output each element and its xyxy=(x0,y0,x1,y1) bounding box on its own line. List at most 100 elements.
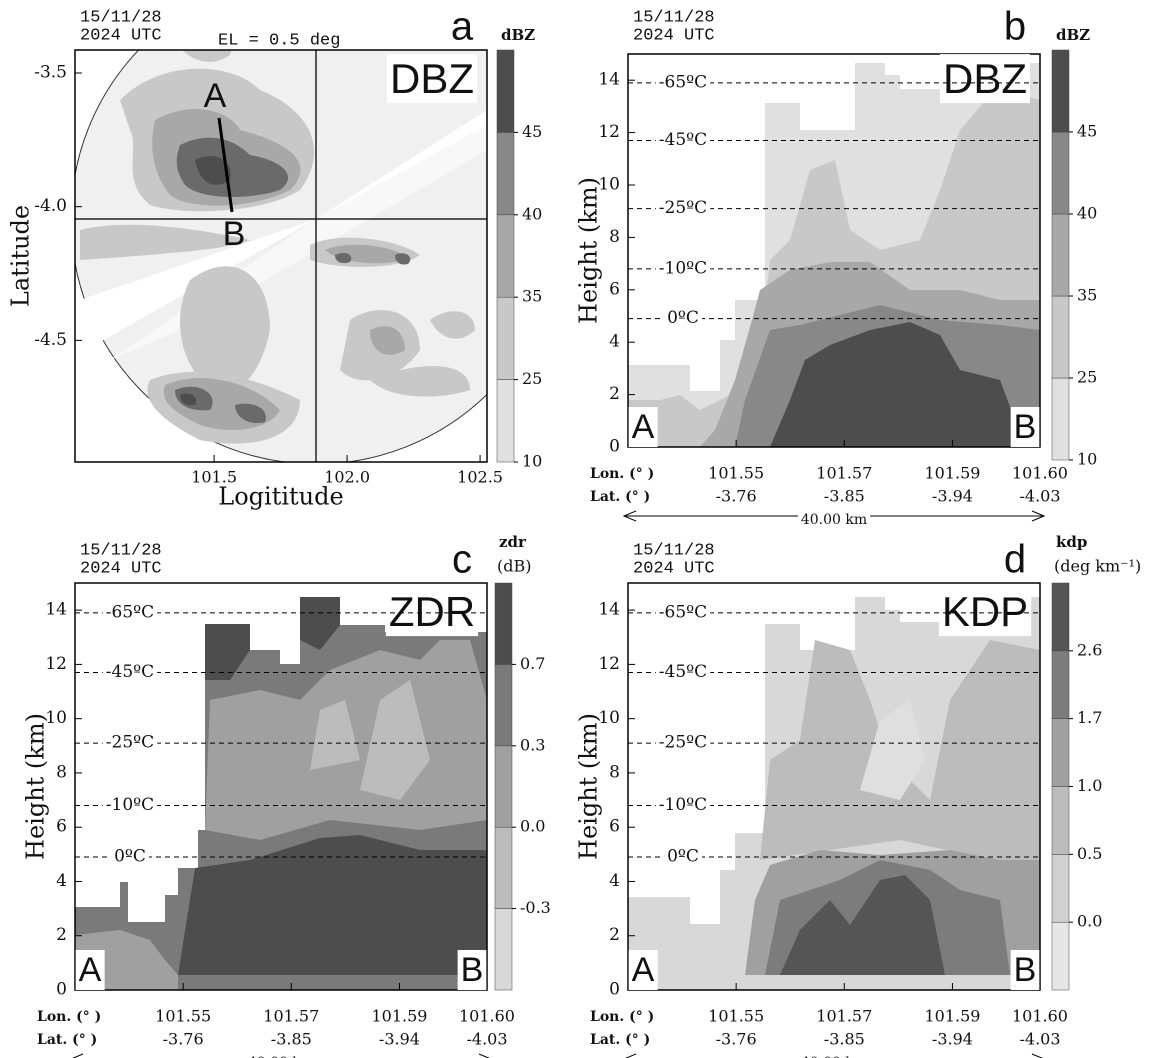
colorbar-label: 1.0 xyxy=(1077,776,1102,795)
date: 15/11/28 xyxy=(633,541,715,560)
ppi-field xyxy=(75,50,487,462)
panel-letter: d xyxy=(1004,538,1026,582)
time: 2024 UTC xyxy=(633,26,715,45)
section-start: A xyxy=(204,77,227,115)
x-tick-label: 101.55 xyxy=(708,464,764,483)
distance-box xyxy=(244,1054,318,1058)
field-name-box xyxy=(385,587,479,637)
colorbar-label: 35 xyxy=(1077,286,1097,305)
colorbar-band xyxy=(496,296,515,380)
lat-header: Lat. (° ) xyxy=(37,1032,97,1048)
y-axis-label: Height (km) xyxy=(22,713,50,860)
lon-header: Lon. (° ) xyxy=(590,1009,654,1025)
lat-label: -4.03 xyxy=(466,1030,507,1049)
y-tick-label: 12 xyxy=(45,654,67,674)
isotherm-label-box xyxy=(102,661,158,684)
date: 15/11/28 xyxy=(80,8,162,27)
y-tick-label: 6 xyxy=(56,817,67,837)
x-tick-label: 101.60 xyxy=(1012,1007,1068,1026)
colorbar-band xyxy=(1051,295,1070,379)
colorbar-label: 35 xyxy=(522,287,542,306)
y-tick-label: 12 xyxy=(598,122,620,142)
y-tick-label: 0 xyxy=(609,980,620,1000)
isotherm-label-box xyxy=(655,197,711,220)
y-tick-label: 2 xyxy=(609,925,620,945)
colorbar-band xyxy=(1051,49,1070,133)
isotherm-label: -25ºC xyxy=(659,198,707,218)
field-name: ZDR xyxy=(389,588,475,635)
isotherm-label: -45ºC xyxy=(659,130,707,150)
colorbar-band xyxy=(496,214,515,298)
x-tick-label: 101.60 xyxy=(459,1007,515,1026)
y-tick-label: 6 xyxy=(609,817,620,837)
y-tick-label: 12 xyxy=(598,654,620,674)
time: 2024 UTC xyxy=(80,559,162,578)
lat-label: -4.03 xyxy=(1019,487,1060,506)
colorbar-label: 40 xyxy=(522,204,542,223)
isotherm-label: -25ºC xyxy=(106,733,154,753)
isotherm-label-box xyxy=(655,601,711,624)
isotherm-label-box xyxy=(664,307,702,330)
lat-label: -3.94 xyxy=(932,1030,973,1049)
x-tick-label: 101.59 xyxy=(371,1007,427,1026)
section-end: B xyxy=(461,951,484,989)
isotherm-label-box xyxy=(102,731,158,754)
colorbar-band xyxy=(1051,377,1070,461)
plot-frame xyxy=(627,582,1041,991)
colorbar-band xyxy=(1051,854,1070,923)
section-end-box xyxy=(1010,406,1040,447)
panel-letter: a xyxy=(451,5,474,49)
isotherm-label-box xyxy=(655,71,711,94)
date: 15/11/28 xyxy=(80,541,162,560)
colorbar-band xyxy=(1051,650,1070,719)
isotherm-label-box xyxy=(655,257,711,280)
panel-letter: c xyxy=(452,538,472,582)
y-tick-label: -4.0 xyxy=(34,196,67,216)
isotherm-label: -10ºC xyxy=(106,795,154,815)
lat-label: -3.85 xyxy=(824,487,865,506)
y-tick-label: 10 xyxy=(45,708,67,728)
colorbar-band xyxy=(494,826,513,909)
x-tick-label: 101.59 xyxy=(924,464,980,483)
field-name-box xyxy=(940,54,1030,104)
lat-label: -3.85 xyxy=(271,1030,312,1049)
field-name-box xyxy=(938,587,1032,637)
section-end-box xyxy=(1010,949,1040,990)
colorbar-label: 10 xyxy=(522,452,542,471)
isotherm-label-box xyxy=(655,731,711,754)
isotherm-label-box xyxy=(655,128,711,151)
panel-letter: b xyxy=(1004,5,1026,49)
y-tick-label: -3.5 xyxy=(34,62,67,82)
arrow-head xyxy=(622,510,1046,522)
colorbar-unit: (dB) xyxy=(497,557,531,576)
colorbar-label: 0.7 xyxy=(520,654,545,673)
section-field xyxy=(628,63,1040,447)
colorbar-label: 40 xyxy=(1077,204,1097,223)
colorbar-label: 0.3 xyxy=(520,735,545,754)
isotherm-label: -65ºC xyxy=(659,602,707,622)
isotherm-label-box xyxy=(655,661,711,684)
colorbar-band xyxy=(494,908,513,991)
y-tick-label: 4 xyxy=(609,871,620,891)
x-tick-label: 102.0 xyxy=(324,468,370,487)
y-tick-label: 4 xyxy=(56,871,67,891)
elevation: EL = 0.5 deg xyxy=(218,31,340,50)
field-name: KDP xyxy=(942,588,1028,635)
section-field xyxy=(75,597,487,990)
colorbar-label: -0.3 xyxy=(520,898,551,917)
distance-box xyxy=(797,511,871,529)
colorbar-title: dBZ xyxy=(1056,26,1090,44)
x-tick-label: 101.55 xyxy=(155,1007,211,1026)
isotherm-label: -10ºC xyxy=(659,258,707,278)
lat-label: -3.76 xyxy=(716,487,757,506)
plot-frame xyxy=(74,582,488,991)
section-end: B xyxy=(1014,951,1037,989)
section-start-box xyxy=(628,406,658,447)
y-tick-label: 10 xyxy=(598,175,620,195)
colorbar-band xyxy=(494,745,513,828)
colorbar-band xyxy=(496,49,515,133)
distance: 40.00 km xyxy=(801,512,867,528)
isotherm-label: -65ºC xyxy=(106,602,154,622)
